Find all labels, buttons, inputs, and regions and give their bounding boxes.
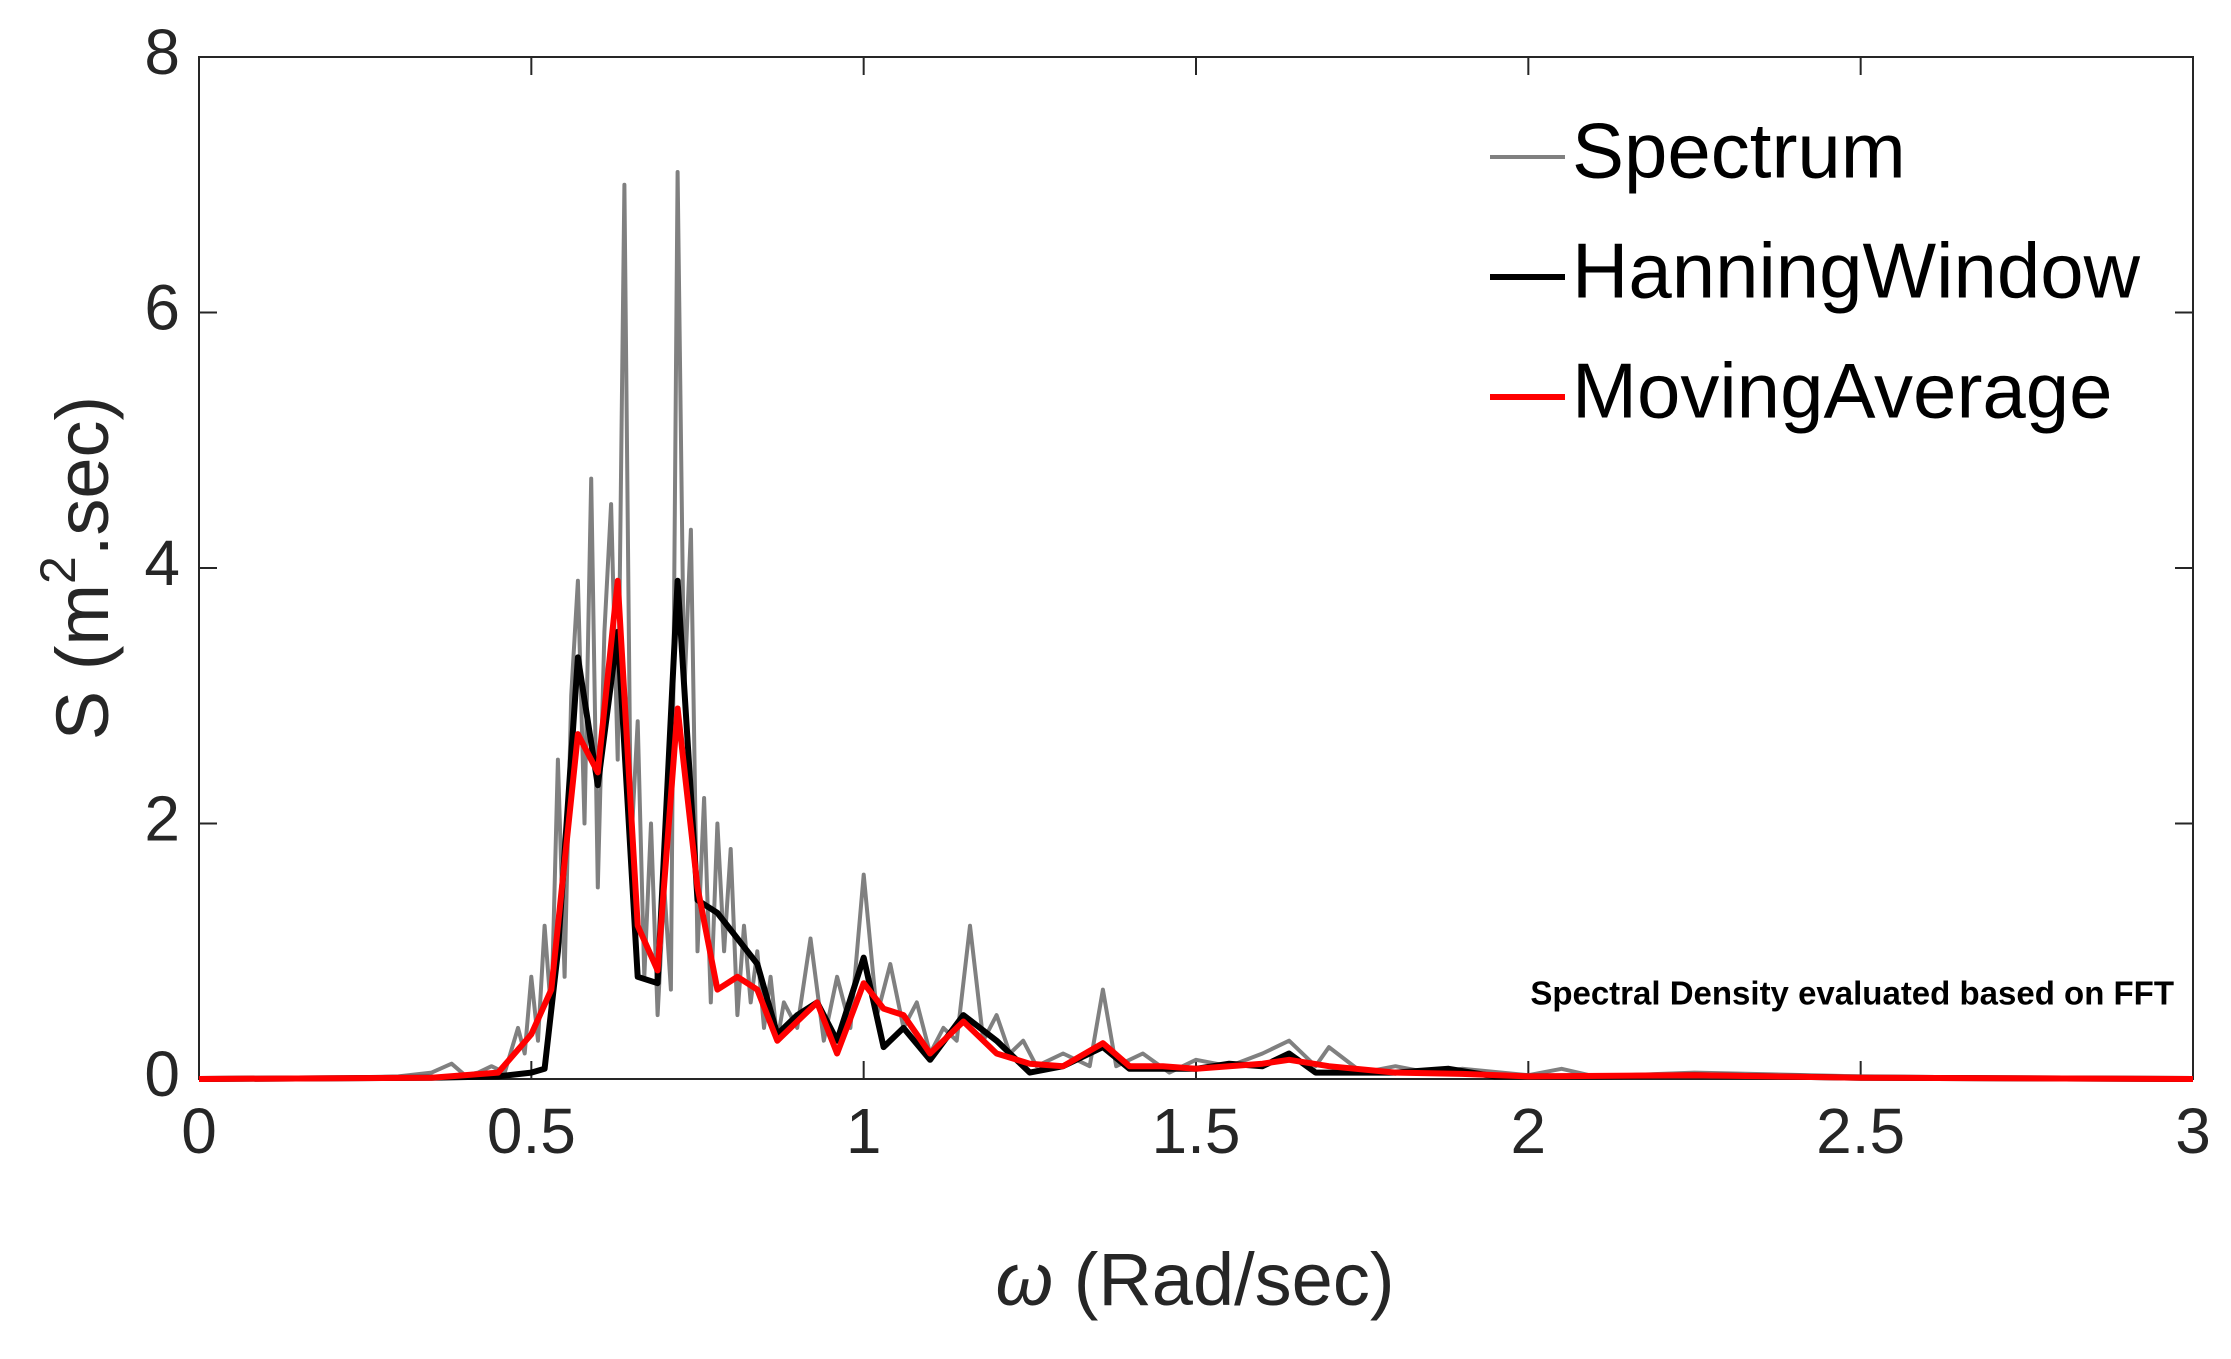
y-tick-label: 6 bbox=[144, 271, 180, 343]
legend-label: MovingAverage bbox=[1572, 347, 2113, 435]
x-label-symbol: ω bbox=[996, 1238, 1054, 1321]
plot-frame bbox=[198, 56, 2194, 1080]
x-tick-label: 1 bbox=[846, 1095, 882, 1167]
x-label-unit: (Rad/sec) bbox=[1053, 1238, 1394, 1321]
x-tick-label: 1.5 bbox=[1152, 1095, 1241, 1167]
y-label-superscript: 2 bbox=[30, 556, 86, 584]
x-tick-label: 0.5 bbox=[487, 1095, 576, 1167]
y-tick-label: 2 bbox=[144, 782, 180, 854]
annotation: Spectral Density evaluated based on FFT bbox=[1530, 975, 2174, 1012]
x-tick-label: 3 bbox=[2175, 1095, 2211, 1167]
y-tick-label: 0 bbox=[144, 1038, 180, 1110]
x-axis-label: ω (Rad/sec) bbox=[996, 1238, 1395, 1321]
x-tick-label: 2.5 bbox=[1816, 1095, 1905, 1167]
y-label-start: S (m bbox=[41, 584, 124, 740]
series-line bbox=[198, 577, 2194, 1082]
y-label-end: .sec) bbox=[41, 396, 124, 556]
x-tick-label: 0 bbox=[181, 1095, 217, 1167]
legend-label: Spectrum bbox=[1572, 107, 1906, 195]
y-tick-label: 8 bbox=[144, 16, 180, 88]
y-axis-label: S (m2.sec) bbox=[30, 396, 123, 740]
y-tick-label: 4 bbox=[144, 527, 180, 599]
legend-label: HanningWindow bbox=[1572, 227, 2141, 315]
x-tick-label: 2 bbox=[1511, 1095, 1547, 1167]
